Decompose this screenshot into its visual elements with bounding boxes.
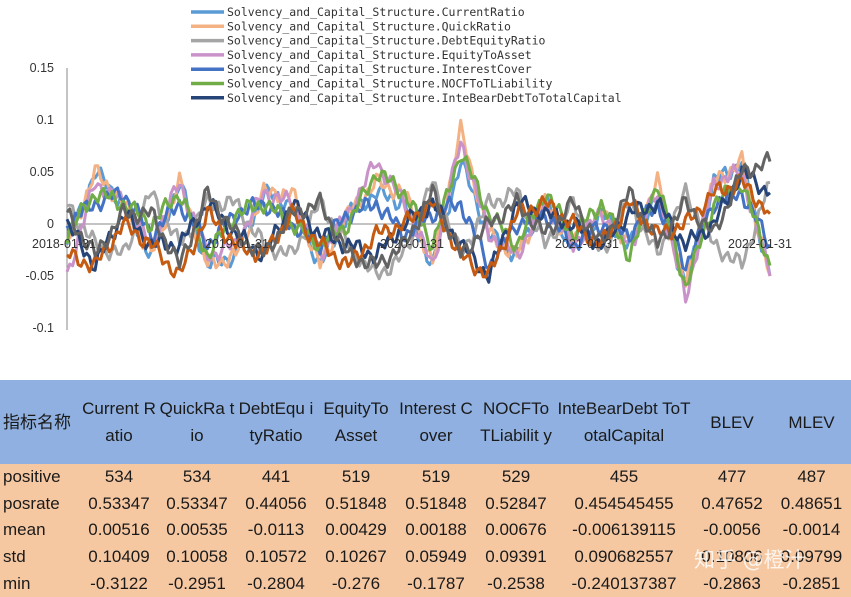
table-cell: 0.00676: [476, 517, 556, 544]
x-tick-label: 2019-01-31: [205, 237, 269, 251]
table-cell: 477: [692, 464, 772, 491]
table-cell: -0.240137387: [556, 570, 692, 597]
header-interest-cover: Interest Cover: [396, 380, 476, 464]
table-cell: 441: [236, 464, 316, 491]
table-cell: 519: [316, 464, 396, 491]
table-cell: positive: [0, 464, 80, 491]
chart-area: 0.15 0.1 0.05 0 -0.05 -0.1 2018-01-31 2019-01-…: [25, 5, 792, 335]
table-cell: 0.10058: [158, 543, 236, 571]
table-cell: -0.2863: [692, 570, 772, 597]
table-cell: 0.47652: [692, 490, 772, 518]
table-cell: 0.10572: [236, 543, 316, 571]
x-tick-label: 2022-01-31: [728, 237, 792, 251]
legend-label: Solvency_and_Capital_Structure.CurrentRa…: [227, 5, 525, 19]
y-tick-label: -0.1: [32, 321, 54, 335]
table-row: posrate 0.53347 0.53347 0.44056 0.51848 …: [0, 490, 851, 518]
table-cell: -0.2804: [236, 570, 316, 597]
table-cell: -0.3122: [80, 570, 158, 597]
table-cell: 534: [158, 464, 236, 491]
table-cell: mean: [0, 517, 80, 544]
table-cell: 0.05949: [396, 543, 476, 571]
table-cell: 0.00516: [80, 517, 158, 544]
y-tick-label: 0.1: [37, 113, 54, 127]
series-line: [65, 151, 772, 270]
table-cell: 0.48651: [772, 490, 851, 518]
table-cell: std: [0, 543, 80, 571]
y-tick-label: -0.05: [26, 269, 55, 283]
chart-legend: Solvency_and_Capital_Structure.CurrentRa…: [191, 5, 622, 105]
y-tick-label: 0: [47, 217, 54, 231]
table-cell: 455: [556, 464, 692, 491]
table-cell: 0.09799: [772, 543, 851, 571]
table-row: std 0.10409 0.10058 0.10572 0.10267 0.05…: [0, 543, 851, 571]
y-tick-label: 0.15: [30, 61, 54, 75]
table-cell: 0.00429: [316, 517, 396, 544]
header-indicator-name: 指标名称: [0, 380, 80, 464]
table-cell: 0.09391: [476, 543, 556, 571]
table-cell: 0.51848: [396, 490, 476, 518]
table-cell: 0.53347: [158, 490, 236, 518]
table-cell: 0.00535: [158, 517, 236, 544]
table-cell: -0.2851: [772, 570, 851, 597]
table-cell: -0.0113: [236, 517, 316, 544]
legend-label: Solvency_and_Capital_Structure.NOCFToTLi…: [227, 77, 552, 91]
legend-label: Solvency_and_Capital_Structure.DebtEquit…: [227, 34, 546, 48]
legend-label: Solvency_and_Capital_Structure.QuickRati…: [227, 19, 511, 33]
table-cell: -0.2538: [476, 570, 556, 597]
x-tick-labels: 2018-01-31 2019-01-31 2020-01-31 2021-01-31…: [32, 237, 792, 251]
legend-label: Solvency_and_Capital_Structure.InteBearD…: [227, 91, 622, 105]
header-intebeardebt-to-totalcapital: InteBearDebt ToTotalCapital: [556, 380, 692, 464]
table-row: mean 0.00516 0.00535 -0.0113 0.00429 0.0…: [0, 517, 851, 544]
legend-label: Solvency_and_Capital_Structure.InterestC…: [227, 62, 532, 76]
table-cell: 0.44056: [236, 490, 316, 518]
table-cell: -0.0056: [692, 517, 772, 544]
table-cell: 0.454545455: [556, 490, 692, 518]
table-cell: -0.276: [316, 570, 396, 597]
header-mlev: MLEV: [772, 380, 851, 464]
table-cell: 519: [396, 464, 476, 491]
table-cell: 0.51848: [316, 490, 396, 518]
header-blev: BLEV: [692, 380, 772, 464]
table-cell: -0.0014: [772, 517, 851, 544]
table-cell: -0.1787: [396, 570, 476, 597]
header-equity-to-asset: EquityTo Asset: [316, 380, 396, 464]
table-cell: 0.00188: [396, 517, 476, 544]
statistics-table: 指标名称 Current Ratio QuickRa tio DebtEqu i…: [0, 380, 851, 597]
table-cell: 0.10267: [316, 543, 396, 571]
header-debt-equity-ratio: DebtEqu ityRatio: [236, 380, 316, 464]
table-row: min -0.3122 -0.2951 -0.2804 -0.276 -0.17…: [0, 570, 851, 597]
y-tick-labels: 0.15 0.1 0.05 0 -0.05 -0.1: [26, 61, 55, 335]
table-cell: 0.53347: [80, 490, 158, 518]
y-tick-label: 0.05: [30, 165, 54, 179]
x-tick-label: 2018-01-31: [32, 237, 96, 251]
table-cell: 487: [772, 464, 851, 491]
table-cell: 529: [476, 464, 556, 491]
header-nocf-to-tliability: NOCFTo TLiabilit y: [476, 380, 556, 464]
header-current-ratio: Current Ratio: [80, 380, 158, 464]
table-cell: -0.2951: [158, 570, 236, 597]
table-cell: 0.52847: [476, 490, 556, 518]
line-chart: 0.15 0.1 0.05 0 -0.05 -0.1 2018-01-31 2019-01-…: [26, 5, 792, 335]
table-cell: 0.10806: [692, 543, 772, 571]
table-cell: posrate: [0, 490, 80, 518]
table-row: positive 534 534 441 519 519 529 455 477…: [0, 464, 851, 491]
table-cell: min: [0, 570, 80, 597]
table-cell: 0.10409: [80, 543, 158, 571]
table-cell: 0.090682557: [556, 543, 692, 571]
table-cell: 534: [80, 464, 158, 491]
x-tick-label: 2021-01-31: [555, 237, 619, 251]
legend-label: Solvency_and_Capital_Structure.EquityToA…: [227, 48, 532, 62]
table-cell: -0.006139115: [556, 517, 692, 544]
header-quick-ratio: QuickRa tio: [158, 380, 236, 464]
table-header-row: 指标名称 Current Ratio QuickRa tio DebtEqu i…: [0, 380, 851, 464]
x-tick-label: 2020-01-31: [380, 237, 444, 251]
series-layer: [65, 118, 772, 304]
series-line: [65, 155, 772, 287]
